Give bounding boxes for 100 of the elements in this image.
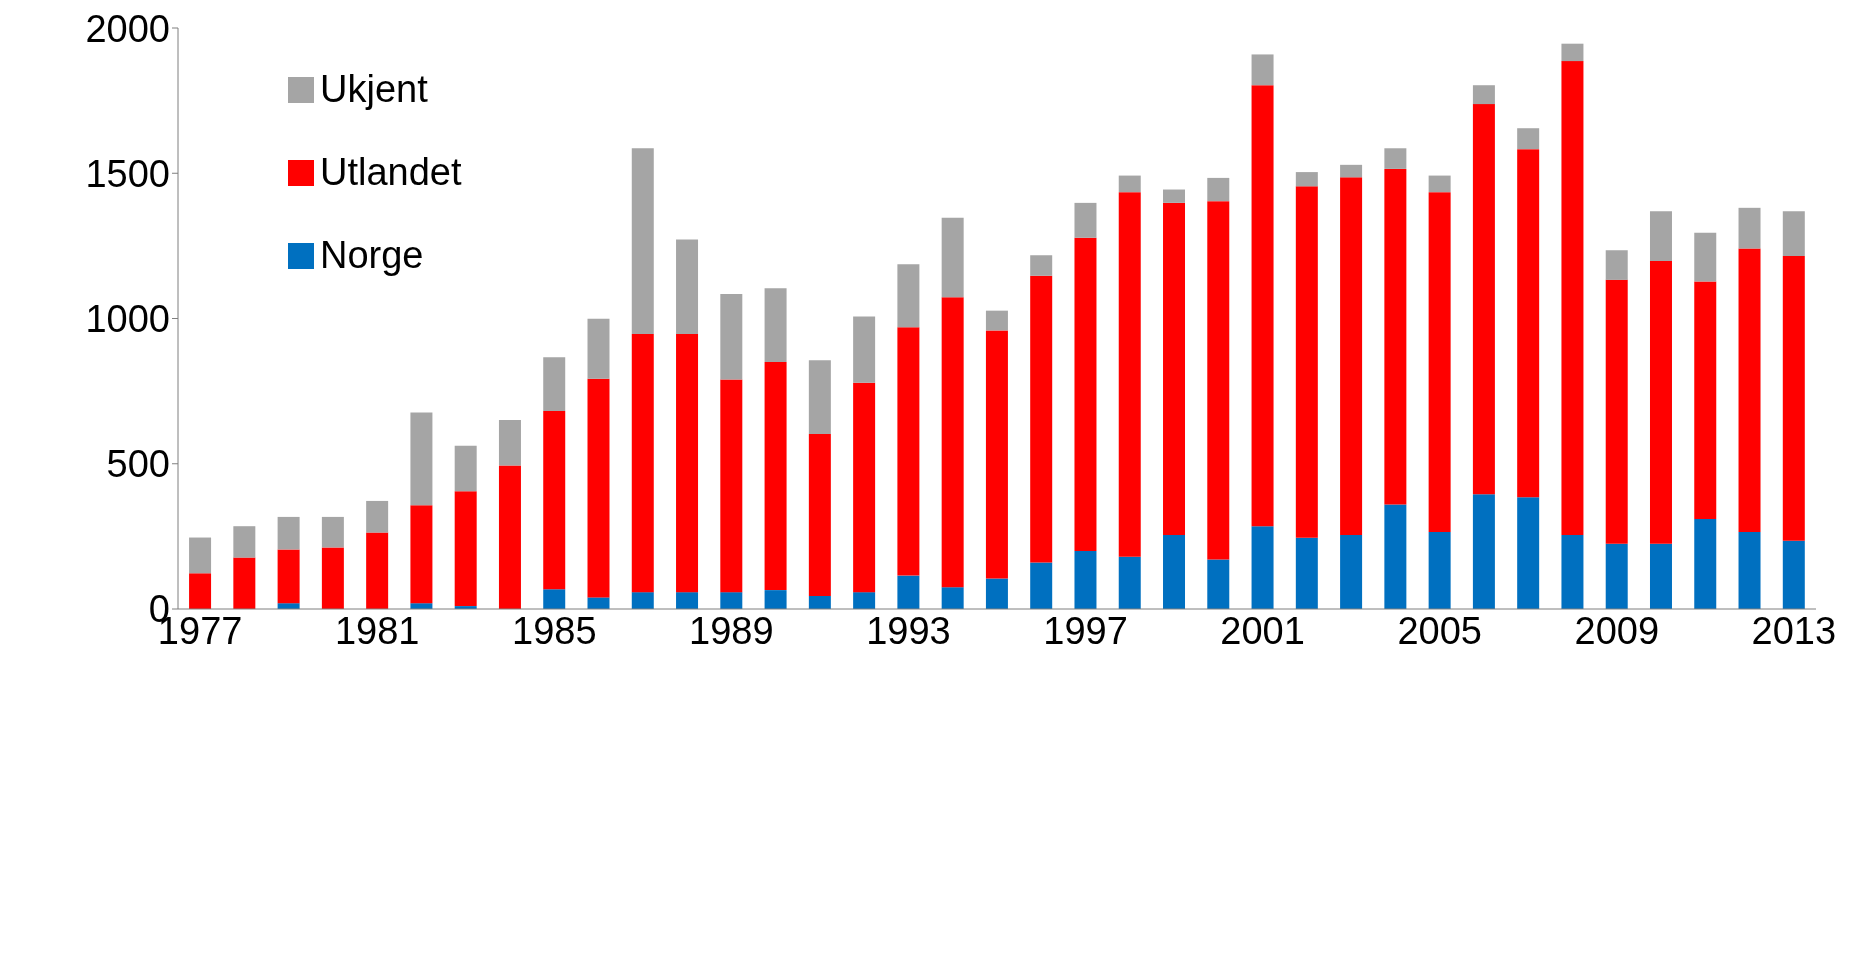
- x-tick-label: 1981: [334, 609, 420, 652]
- bar: [498, 419, 521, 466]
- bar: [1428, 192, 1451, 533]
- bar: [1251, 526, 1274, 609]
- bar: [1163, 202, 1186, 535]
- bar: [366, 532, 389, 609]
- bar: [631, 333, 654, 593]
- bar: [941, 297, 964, 588]
- bar: [454, 445, 477, 492]
- bar: [321, 547, 344, 609]
- x-tick-label: 1989: [689, 609, 774, 652]
- bar: [189, 537, 212, 574]
- bar: [410, 412, 433, 506]
- bar: [631, 148, 654, 334]
- bar: [1384, 148, 1407, 169]
- bar: [720, 592, 743, 609]
- bar: [853, 592, 876, 609]
- bar: [1118, 175, 1141, 193]
- bar: [1517, 149, 1540, 498]
- bar: [853, 382, 876, 593]
- bar: [1207, 559, 1230, 609]
- bar: [897, 575, 920, 609]
- bar: [985, 330, 1008, 579]
- x-tick-label: 2001: [1220, 609, 1305, 652]
- bar: [720, 294, 743, 380]
- bar: [1030, 255, 1053, 276]
- bar: [587, 318, 610, 379]
- bar: [277, 549, 300, 604]
- x-tick-label: 1993: [866, 609, 951, 652]
- bar: [897, 264, 920, 328]
- bar: [1030, 562, 1053, 609]
- bar: [1694, 232, 1717, 282]
- x-tick-label: 2009: [1574, 609, 1660, 652]
- bar: [189, 573, 212, 609]
- bar: [1782, 540, 1805, 609]
- bar: [277, 516, 300, 550]
- bar: [808, 360, 831, 435]
- bar: [1074, 237, 1097, 551]
- bar: [1472, 104, 1495, 495]
- bar: [941, 587, 964, 609]
- bar: [1649, 260, 1672, 544]
- bar: [676, 239, 699, 334]
- bar: [587, 597, 610, 609]
- bar: [233, 526, 256, 558]
- bar: [808, 595, 831, 609]
- legend-label: Norge: [320, 234, 424, 277]
- bar: [764, 590, 787, 609]
- bar: [1649, 211, 1672, 261]
- bar: [764, 362, 787, 591]
- y-tick-label: 500: [106, 443, 170, 486]
- bar: [1295, 172, 1318, 187]
- bar: [587, 378, 610, 598]
- bar: [1295, 186, 1318, 538]
- bar: [853, 316, 876, 383]
- bar: [1118, 192, 1141, 557]
- bar: [1251, 85, 1274, 527]
- bar: [1118, 556, 1141, 609]
- bar: [1074, 202, 1097, 238]
- bar: [543, 410, 566, 590]
- bar: [1782, 256, 1805, 541]
- y-tick-label: 2000: [85, 7, 170, 50]
- bar: [1163, 189, 1186, 203]
- y-tick-label: 1000: [85, 297, 170, 340]
- y-tick-label: 1500: [85, 152, 170, 195]
- bar: [985, 578, 1008, 609]
- bar: [985, 310, 1008, 331]
- bar: [1649, 543, 1672, 609]
- bar: [233, 557, 256, 609]
- bar: [764, 288, 787, 363]
- bar: [1605, 250, 1628, 280]
- bar: [366, 500, 389, 533]
- bar: [454, 491, 477, 607]
- x-tick-label: 2005: [1397, 609, 1482, 652]
- bar: [1561, 61, 1584, 535]
- bar: [321, 516, 344, 548]
- bar: [1605, 543, 1628, 609]
- bar: [1074, 550, 1097, 609]
- bar: [1428, 175, 1451, 193]
- bar: [410, 505, 433, 604]
- bar: [1561, 534, 1584, 609]
- bar: [543, 357, 566, 411]
- bar: [1738, 248, 1761, 533]
- bar: [1694, 518, 1717, 609]
- bar: [1472, 494, 1495, 609]
- bar: [1738, 532, 1761, 609]
- bar: [1738, 207, 1761, 249]
- bar: [720, 379, 743, 593]
- bar: [1207, 177, 1230, 202]
- bar: [631, 592, 654, 609]
- bar: [1561, 43, 1584, 62]
- bar: [1384, 168, 1407, 505]
- bar: [1517, 128, 1540, 150]
- bar: [1605, 279, 1628, 544]
- bar: [1694, 281, 1717, 519]
- bar: [676, 592, 699, 609]
- bar: [1030, 275, 1053, 563]
- bar: [1340, 534, 1363, 609]
- bar: [498, 465, 521, 609]
- bar: [1207, 201, 1230, 560]
- bar: [1340, 164, 1363, 178]
